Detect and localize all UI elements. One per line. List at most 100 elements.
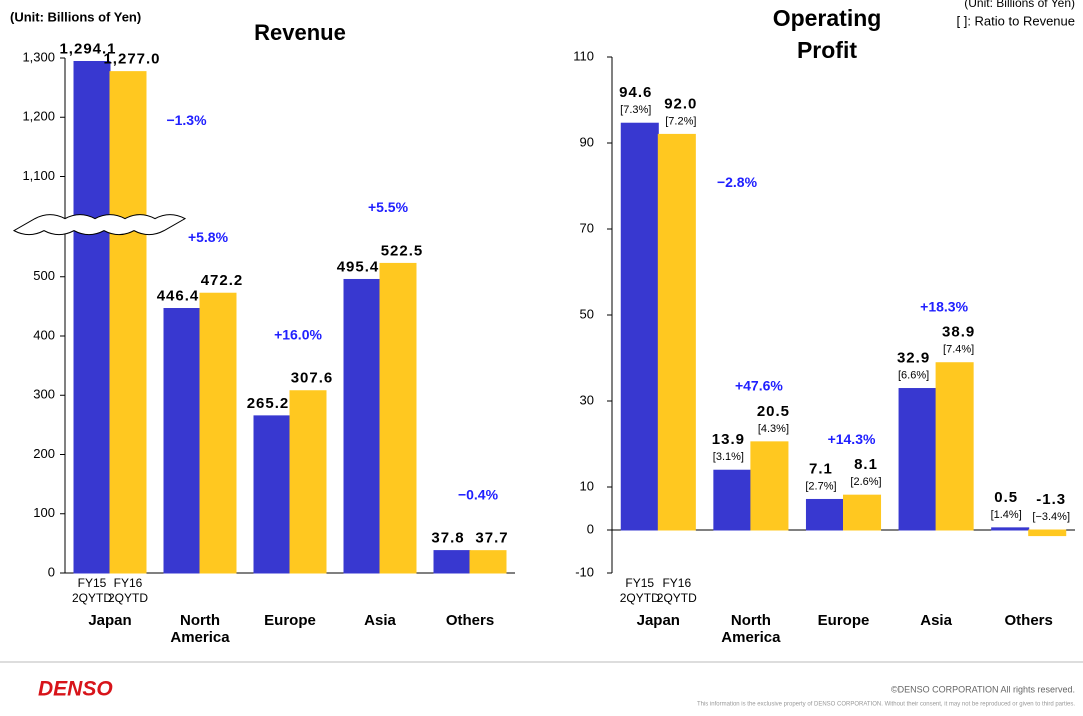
category-label: Japan — [88, 612, 132, 629]
chart-title: Revenue — [254, 20, 346, 45]
ratio-label: [2.7%] — [805, 480, 836, 492]
bar — [109, 71, 147, 574]
y-tick-label: 10 — [580, 478, 594, 493]
bar — [199, 292, 237, 574]
y-tick-label: 1,300 — [22, 49, 55, 64]
value-label: 92.0 — [664, 95, 697, 112]
growth-label: +18.3% — [920, 298, 968, 314]
y-tick-label: 70 — [580, 220, 594, 235]
value-label: 1,277.0 — [103, 51, 160, 68]
ratio-label: [−3.4%] — [1032, 511, 1070, 523]
y-tick-label: 200 — [33, 446, 55, 461]
value-label: 1,294.1 — [59, 40, 116, 57]
value-label: 0.5 — [994, 489, 1018, 506]
y-tick-label: 1,100 — [22, 168, 55, 183]
bar — [713, 469, 752, 531]
bar — [163, 308, 201, 574]
y-tick-label: 1,200 — [22, 109, 55, 124]
value-label: 472.2 — [201, 272, 244, 289]
category-label: North America — [721, 612, 781, 646]
value-label: 265.2 — [247, 395, 290, 412]
category-label: Others — [445, 612, 495, 629]
value-label: 307.6 — [291, 370, 334, 387]
growth-label: +5.5% — [368, 199, 409, 215]
y-tick-label: 400 — [33, 327, 55, 342]
legend-label: FY16 2QYTD — [656, 576, 697, 605]
category-label: Europe — [264, 612, 316, 629]
ratio-label: [7.4%] — [943, 344, 974, 356]
ratio-label: [2.6%] — [850, 476, 881, 488]
bar — [805, 498, 845, 531]
value-label: 13.9 — [712, 431, 745, 448]
y-tick-label: 0 — [587, 521, 594, 536]
disclaimer: This information is the exclusive proper… — [697, 702, 1075, 708]
category-label: Asia — [920, 612, 952, 629]
bar — [898, 388, 937, 531]
bar — [469, 550, 507, 574]
growth-label: +16.0% — [274, 326, 322, 342]
growth-label: −1.3% — [166, 112, 207, 128]
value-label: 522.5 — [381, 242, 424, 259]
bar — [991, 527, 1030, 531]
value-label: 32.9 — [897, 349, 930, 366]
value-label: 20.5 — [757, 403, 790, 420]
logo: DENSO — [38, 678, 113, 701]
category-label: North America — [170, 612, 230, 646]
bar — [289, 390, 327, 574]
unit-note: (Unit: Billions of Yen) — [10, 9, 141, 24]
bar — [343, 278, 381, 574]
ratio-label: [3.1%] — [713, 451, 744, 463]
bar — [843, 494, 882, 531]
bar — [73, 60, 111, 574]
chart-title: Operating Profit — [772, 5, 882, 63]
bar — [1028, 529, 1067, 537]
bar — [620, 122, 659, 531]
y-tick-label: -10 — [575, 564, 594, 579]
category-label: Europe — [817, 612, 870, 629]
ratio-label: [7.2%] — [665, 115, 696, 127]
ratio-label: [6.6%] — [898, 369, 929, 381]
value-label: -1.3 — [1036, 491, 1066, 508]
value-label: 446.4 — [157, 287, 200, 304]
bar — [750, 441, 789, 531]
legend-label: FY16 2QYTD — [107, 576, 148, 605]
value-label: 37.7 — [475, 530, 508, 547]
y-tick-label: 50 — [580, 306, 594, 321]
bar — [433, 550, 471, 574]
category-label: Asia — [364, 612, 396, 629]
bar — [253, 415, 291, 574]
value-label: 94.6 — [619, 84, 652, 101]
y-tick-label: 300 — [33, 387, 55, 402]
axis-break — [12, 214, 187, 236]
value-label: 37.8 — [431, 530, 464, 547]
bar — [657, 133, 696, 531]
category-label: Others — [1004, 612, 1053, 629]
ratio-label: [1.4%] — [991, 509, 1022, 521]
y-tick-label: 0 — [48, 564, 55, 579]
y-tick-label: 30 — [580, 392, 594, 407]
copyright: ©DENSO CORPORATION All rights reserved. — [891, 684, 1075, 694]
y-tick-label: 100 — [33, 505, 55, 520]
legend-label: FY15 2QYTD — [619, 576, 660, 605]
growth-label: +47.6% — [735, 378, 783, 394]
bar — [379, 262, 417, 574]
category-label: Japan — [636, 612, 680, 629]
value-label: 495.4 — [337, 258, 380, 275]
ratio-label: [7.3%] — [620, 104, 651, 116]
ratio-label: [4.3%] — [758, 423, 789, 435]
value-label: 38.9 — [942, 324, 975, 341]
growth-label: +14.3% — [828, 431, 876, 447]
y-tick-label: 110 — [573, 48, 594, 63]
unit-note: (Unit: Billions of Yen) — [964, 0, 1075, 10]
y-tick-label: 500 — [33, 268, 55, 283]
growth-label: −0.4% — [458, 486, 499, 502]
value-label: 7.1 — [809, 460, 833, 477]
y-tick-label: 90 — [580, 134, 594, 149]
bar — [935, 362, 974, 531]
legend-label: FY15 2QYTD — [71, 576, 112, 605]
value-label: 8.1 — [854, 456, 878, 473]
growth-label: +5.8% — [188, 229, 229, 245]
ratio-note: [ ]: Ratio to Revenue — [956, 13, 1075, 28]
